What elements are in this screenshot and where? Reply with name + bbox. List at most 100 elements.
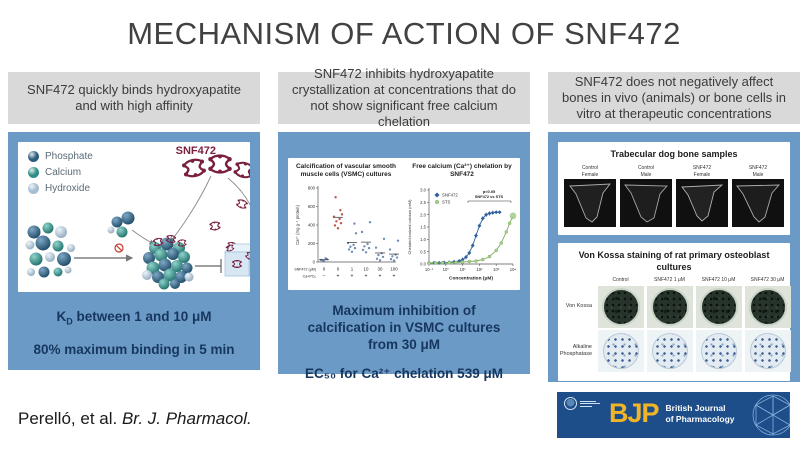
legend-item-hydroxide: Hydroxide xyxy=(28,183,93,194)
svg-text:0.0: 0.0 xyxy=(420,261,426,266)
binding-diagram-illustration xyxy=(25,153,250,290)
charts-card: Calcification of vascular smooth muscle … xyxy=(288,158,520,290)
bone-sample-image xyxy=(620,179,672,228)
culture-well-image xyxy=(597,329,644,372)
bone-sample-image xyxy=(564,179,616,228)
ec50-caption: EC₅₀ for Ca²⁺ chelation 539 μM xyxy=(305,365,503,381)
culture-well-image xyxy=(646,285,693,328)
panels-row: SNF472 quickly binds hydroxyapatite and … xyxy=(8,66,800,382)
svg-text:Concentration (μM): Concentration (μM) xyxy=(449,275,493,281)
page-title: MECHANISM OF ACTION OF SNF472 xyxy=(127,16,681,51)
binding-diagram: Phosphate Calcium Hydroxide SNF472 xyxy=(18,142,250,292)
citation-journal: Br. J. Pharmacol. xyxy=(121,409,252,428)
panel-inhibition-header: SNF472 inhibits hydroxyapatite crystalli… xyxy=(278,66,530,129)
bone-sample-image xyxy=(732,179,784,228)
svg-text:+: + xyxy=(337,273,340,279)
row-label: Von Kossa xyxy=(565,303,592,310)
svg-text:2.5: 2.5 xyxy=(420,200,426,205)
svg-text:Chelated ionized calcium (mM): Chelated ionized calcium (mM) xyxy=(407,199,412,255)
svg-text:Ca²⁺ (mg g⁻¹ protein): Ca²⁺ (mg g⁻¹ protein) xyxy=(295,204,300,244)
bone-sample-label: Control Male xyxy=(637,165,655,178)
svg-text:10¹: 10¹ xyxy=(460,267,467,272)
culture-well-image xyxy=(744,285,791,328)
bone-sample-image xyxy=(676,179,728,228)
svg-text:100: 100 xyxy=(390,266,398,271)
chelation-chart-title: Free calcium (Ca²⁺) chelation by SNF472 xyxy=(412,163,512,179)
svg-text:10⁰: 10⁰ xyxy=(443,267,450,272)
binding-caption: 80% maximum binding in 5 min xyxy=(33,341,235,357)
svg-text:1.0: 1.0 xyxy=(420,237,426,242)
bone-grid: Control Female Control Male SNF472 Female S… xyxy=(564,165,784,228)
panel-bone: SNF472 does not negatively affect bones … xyxy=(548,72,800,382)
bone-column: SNF472 Female xyxy=(676,165,728,228)
svg-text:3.0: 3.0 xyxy=(420,187,426,192)
panel-inhibition: SNF472 inhibits hydroxyapatite crystalli… xyxy=(278,66,530,382)
kd-base: K xyxy=(56,309,67,324)
kd-rest: between 1 and 10 μM xyxy=(72,309,212,324)
calcification-chart-title: Calcification of vascular smooth muscle … xyxy=(295,163,397,179)
citation: Perelló, et al. Br. J. Pharmacol. xyxy=(18,409,252,429)
culture-well-image xyxy=(695,329,742,372)
panel-binding-body: Phosphate Calcium Hydroxide SNF472 KD be… xyxy=(8,132,260,370)
max-inhibition-caption: Maximum inhibition of calcification in V… xyxy=(307,303,501,352)
pharmacological-society-logo xyxy=(564,397,600,410)
panel-inhibition-body: Calcification of vascular smooth muscle … xyxy=(278,132,530,381)
bjp-wordmark: BJP British Journal of Pharmacology xyxy=(609,400,735,427)
svg-text:2.0: 2.0 xyxy=(420,212,426,217)
bone-column: Control Male xyxy=(620,165,672,228)
society-crest-icon xyxy=(564,397,577,410)
hydroxide-icon xyxy=(28,183,39,194)
citation-authors: Perelló, et al. xyxy=(18,409,122,428)
svg-text:200: 200 xyxy=(308,241,316,246)
svg-text:0: 0 xyxy=(313,259,316,264)
svg-text:600: 600 xyxy=(308,204,316,209)
bjp-journal-name: British Journal of Pharmacology xyxy=(665,403,735,424)
kd-caption: KD between 1 and 10 μM xyxy=(18,309,250,328)
snf472-molecule-label: SNF472 xyxy=(175,145,216,157)
bjp-abbr: BJP xyxy=(609,398,660,428)
ion-legend: Phosphate Calcium Hydroxide xyxy=(28,151,93,199)
row-label: Alkaline Phosphatase xyxy=(559,343,592,357)
svg-text:−: − xyxy=(323,273,326,279)
vonkossa-grid: Control SNF472 1 μM SNF472 10 μM SNF472 … xyxy=(560,276,791,373)
legend-label: Calcium xyxy=(45,167,82,178)
column-header: SNF472 30 μM xyxy=(750,276,785,283)
column-header: Control xyxy=(612,276,629,283)
svg-text:+: + xyxy=(351,273,354,279)
svg-text:SNF472 (μM): SNF472 (μM) xyxy=(294,267,316,271)
svg-text:1.5: 1.5 xyxy=(420,224,426,229)
column-header: SNF472 10 μM xyxy=(701,276,736,283)
svg-text:10⁴: 10⁴ xyxy=(510,267,517,272)
svg-text:0.5: 0.5 xyxy=(420,249,426,254)
chelation-curve-chart: 0.0 0.5 1.0 1.5 2.0 2.5 3.0 10⁻¹ 10⁰ 10¹ 10² 10³ 10⁴… xyxy=(407,187,517,281)
panel-bone-body: Trabecular dog bone samples Control Femal… xyxy=(548,132,800,382)
svg-text:Ca×PO₄: Ca×PO₄ xyxy=(303,274,317,278)
bone-samples-card: Trabecular dog bone samples Control Femal… xyxy=(558,142,790,236)
culture-well-image xyxy=(646,329,693,372)
svg-text:1: 1 xyxy=(351,266,354,271)
svg-text:10²: 10² xyxy=(476,267,483,272)
chelation-chart-column: Free calcium (Ca²⁺) chelation by SNF472 … xyxy=(404,158,520,290)
panel-binding-header: SNF472 quickly binds hydroxyapatite and … xyxy=(8,72,260,124)
svg-text:+: + xyxy=(365,273,368,279)
bone-card-title: Trabecular dog bone samples xyxy=(610,149,738,159)
culture-well-image xyxy=(597,285,644,328)
bone-column: Control Female xyxy=(564,165,616,228)
svg-text:p<0.05: p<0.05 xyxy=(483,189,496,194)
svg-text:10: 10 xyxy=(364,266,369,271)
calcification-chart-column: Calcification of vascular smooth muscle … xyxy=(288,158,404,290)
society-text-lines xyxy=(580,399,600,408)
legend-label: Phosphate xyxy=(45,151,93,162)
calcification-scatter-chart: 0 200 400 600 800 Ca²⁺ (mg g⁻¹ protein) 0 − 0 +1 +… xyxy=(294,185,400,279)
legend-label: Hydroxide xyxy=(45,183,91,194)
calcium-icon xyxy=(28,167,39,178)
svg-text:+: + xyxy=(393,273,396,279)
column-header: SNF472 1 μM xyxy=(654,276,685,283)
svg-text:800: 800 xyxy=(308,185,316,190)
svg-text:SNF472 vs STS: SNF472 vs STS xyxy=(475,194,504,199)
svg-text:400: 400 xyxy=(308,222,316,227)
phosphate-icon xyxy=(28,151,39,162)
svg-text:10³: 10³ xyxy=(493,267,500,272)
kd-sub: D xyxy=(66,316,73,327)
